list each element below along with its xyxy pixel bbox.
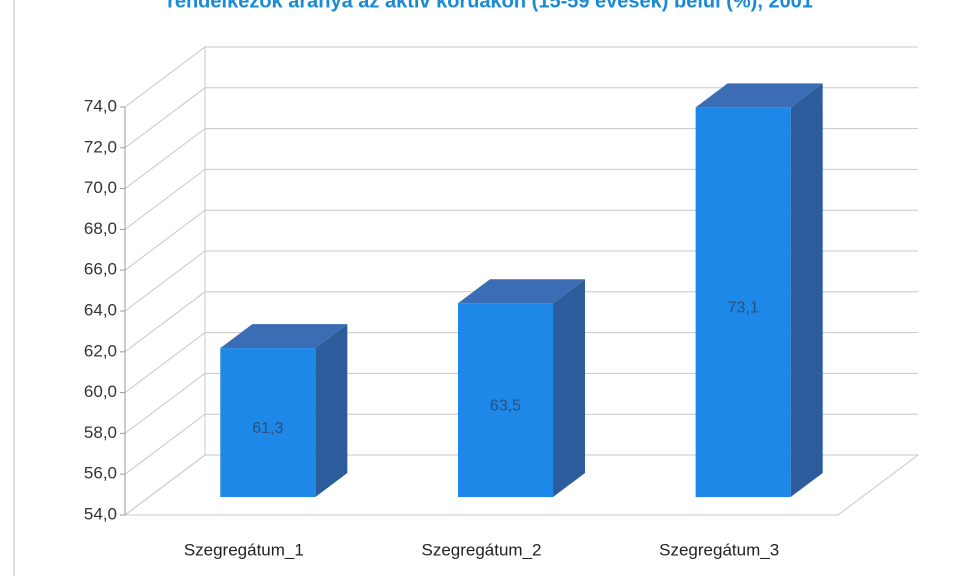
- y-tick-label: 66,0: [84, 260, 117, 279]
- bar-top: [695, 83, 823, 108]
- grid-line: [124, 332, 918, 394]
- bar-top: [220, 324, 348, 349]
- grid-line: [124, 168, 918, 230]
- grid-line: [124, 413, 918, 475]
- bar-top: [457, 279, 586, 304]
- data-label: 73,1: [728, 299, 759, 316]
- y-tick-label: 54,0: [84, 504, 117, 523]
- bar: [220, 348, 316, 497]
- x-tick-label: Szegregátum_3: [659, 540, 779, 559]
- chart-title: rendelkezők aránya az aktív korúakon (15…: [167, 0, 813, 12]
- bar-side: [553, 279, 586, 497]
- bar-side: [790, 83, 823, 498]
- bar: [457, 303, 554, 497]
- data-label: 61,3: [252, 420, 283, 437]
- bar-side: [315, 324, 348, 497]
- grid-line: [124, 209, 918, 271]
- y-tick-label: 56,0: [84, 464, 117, 483]
- y-tick-label: 62,0: [84, 341, 117, 360]
- x-tick-label: Szegregátum_1: [184, 540, 304, 559]
- y-tick-label: 60,0: [84, 382, 117, 401]
- y-tick-label: 64,0: [84, 300, 117, 319]
- grid-line: [124, 250, 918, 312]
- grid-line: [124, 372, 918, 434]
- y-tick-label: 58,0: [84, 423, 117, 442]
- x-tick-label: Szegregátum_2: [421, 540, 541, 559]
- y-tick-label: 72,0: [84, 137, 117, 156]
- grid-line: [124, 128, 918, 190]
- bar: [695, 107, 791, 498]
- grid-line: [124, 454, 918, 516]
- grid-line: [124, 46, 918, 108]
- y-tick-label: 70,0: [84, 178, 117, 197]
- grid-line: [124, 291, 918, 353]
- data-label: 63,5: [490, 397, 521, 414]
- y-tick-label: 74,0: [84, 96, 117, 115]
- grid-line: [124, 87, 918, 149]
- y-tick-label: 68,0: [84, 219, 117, 238]
